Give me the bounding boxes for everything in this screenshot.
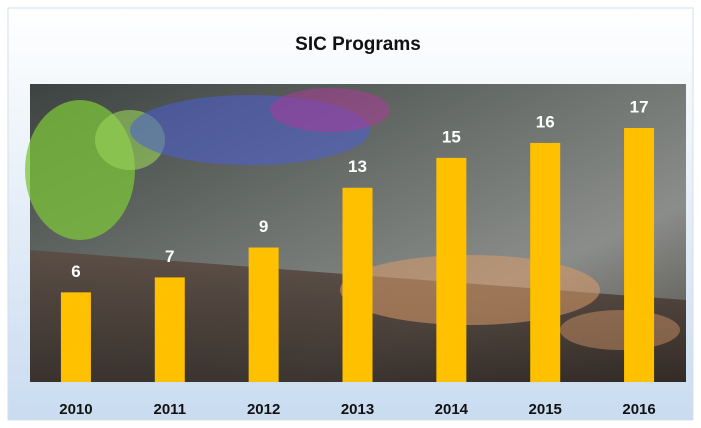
x-tick-label: 2012	[247, 401, 280, 418]
bar	[343, 188, 373, 382]
x-tick-label: 2014	[435, 401, 469, 418]
bar	[61, 292, 91, 382]
bar	[155, 277, 185, 382]
x-tick-label: 2011	[154, 401, 187, 418]
data-label: 17	[630, 97, 649, 116]
x-tick-label: 2015	[529, 401, 562, 418]
bar	[624, 128, 654, 382]
data-label: 7	[165, 247, 174, 266]
data-label: 9	[259, 217, 268, 236]
bar	[249, 248, 279, 382]
bar	[530, 143, 560, 382]
x-tick-label: 2010	[59, 401, 92, 418]
chart-title: SIC Programs	[295, 34, 421, 55]
bar	[436, 158, 466, 382]
chart: SIC Programs 2010 6 2011 7 2012 9 2013 13 2014 15…	[0, 0, 701, 428]
x-tick-label: 2016	[622, 401, 655, 418]
data-label: 16	[536, 112, 555, 131]
data-label: 15	[442, 127, 461, 146]
x-tick-label: 2013	[341, 401, 374, 418]
data-label: 13	[348, 157, 367, 176]
data-label: 6	[71, 262, 80, 281]
